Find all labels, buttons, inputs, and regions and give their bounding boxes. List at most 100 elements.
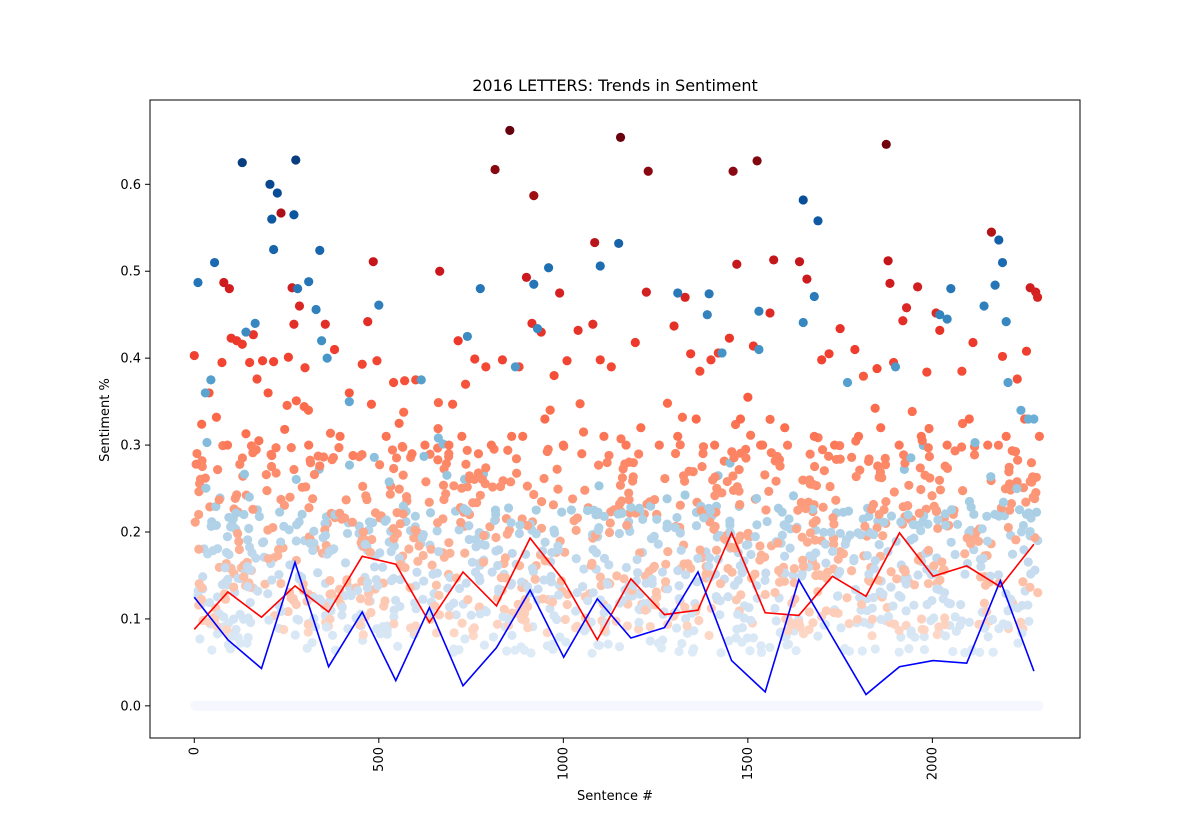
red-point [462,445,472,455]
red-point [492,619,503,629]
blue-point [346,590,356,601]
blue-point [579,564,589,574]
red-point [774,565,784,576]
blue-data-point [990,280,1000,290]
red-point [464,474,475,484]
blue-point [224,549,234,560]
red-data-point [357,359,367,369]
red-point [923,443,933,453]
red-data-point [669,321,679,331]
red-point [496,573,506,583]
blue-point [475,575,485,586]
red-point [261,470,271,480]
red-point [194,509,204,520]
red-point [491,532,501,543]
red-data-point [898,316,908,326]
red-data-point [853,431,864,441]
blue-point [656,643,667,653]
red-data-point [304,440,314,450]
blue-point [557,507,567,517]
blue-point [351,613,361,623]
red-data-point [606,362,616,372]
blue-point [291,536,301,546]
red-data-point [654,440,664,450]
blue-point [364,517,375,527]
red-data-point [942,440,952,450]
blue-point [239,509,249,520]
red-data-point [913,282,923,292]
plot-frame [149,99,1081,739]
red-point [395,519,405,529]
blue-point [761,568,771,578]
blue-data-point [798,317,808,328]
blue-data-point [269,244,279,255]
red-point [1005,505,1015,515]
red-point [262,486,272,496]
red-point [308,494,318,504]
red-point [397,441,407,452]
blue-point [1012,483,1022,494]
red-data-point [283,352,293,362]
red-data-point [595,355,605,365]
blue-point [434,546,444,557]
blue-point [470,567,481,577]
red-point [809,461,820,472]
blue-point [982,536,993,546]
red-data-point [486,440,496,450]
blue-point [309,593,319,603]
blue-data-point [717,348,727,358]
red-point [935,575,945,585]
blue-point [868,592,879,603]
red-data-point [237,339,247,349]
red-data-point [780,423,790,433]
red-point [398,509,408,519]
red-point [651,587,661,597]
blue-point [389,612,399,622]
blue-point [235,609,245,619]
blue-point [874,539,884,550]
red-point [712,483,722,493]
red-data-point [986,227,997,237]
red-point [678,471,689,481]
blue-point [320,530,331,540]
y-tick-label: 0.5 [120,265,141,280]
blue-point [417,532,427,543]
blue-point [864,511,874,521]
blue-point [1024,616,1034,626]
red-data-point [320,319,330,329]
blue-data-point [1016,405,1026,415]
red-point [364,596,374,606]
blue-data-point [704,289,714,299]
red-point [229,582,239,592]
blue-point [671,623,682,633]
blue-point [1019,545,1029,555]
blue-data-point [322,353,332,363]
blue-point [481,607,491,617]
red-data-point [372,356,382,366]
blue-point [428,569,438,579]
red-point [234,536,244,547]
blue-point [780,551,790,561]
blue-data-point [267,214,277,224]
blue-point [681,570,691,580]
red-point [548,500,559,510]
red-point [704,630,714,641]
y-axis-label: Sentiment % [98,378,113,462]
red-point [444,538,454,548]
red-point [680,602,690,612]
red-point [931,506,942,517]
blue-point [857,646,867,656]
blue-point [744,602,754,613]
red-data-point [883,256,893,266]
red-point [1021,497,1031,507]
red-data-point [420,440,430,450]
red-data-point [732,259,742,269]
blue-point [653,539,663,549]
red-point [808,618,818,628]
blue-point [1018,520,1028,531]
red-data-point [630,337,640,348]
red-point [232,490,242,500]
red-point [663,547,673,557]
blue-data-point [1029,414,1039,424]
red-point [451,573,462,583]
